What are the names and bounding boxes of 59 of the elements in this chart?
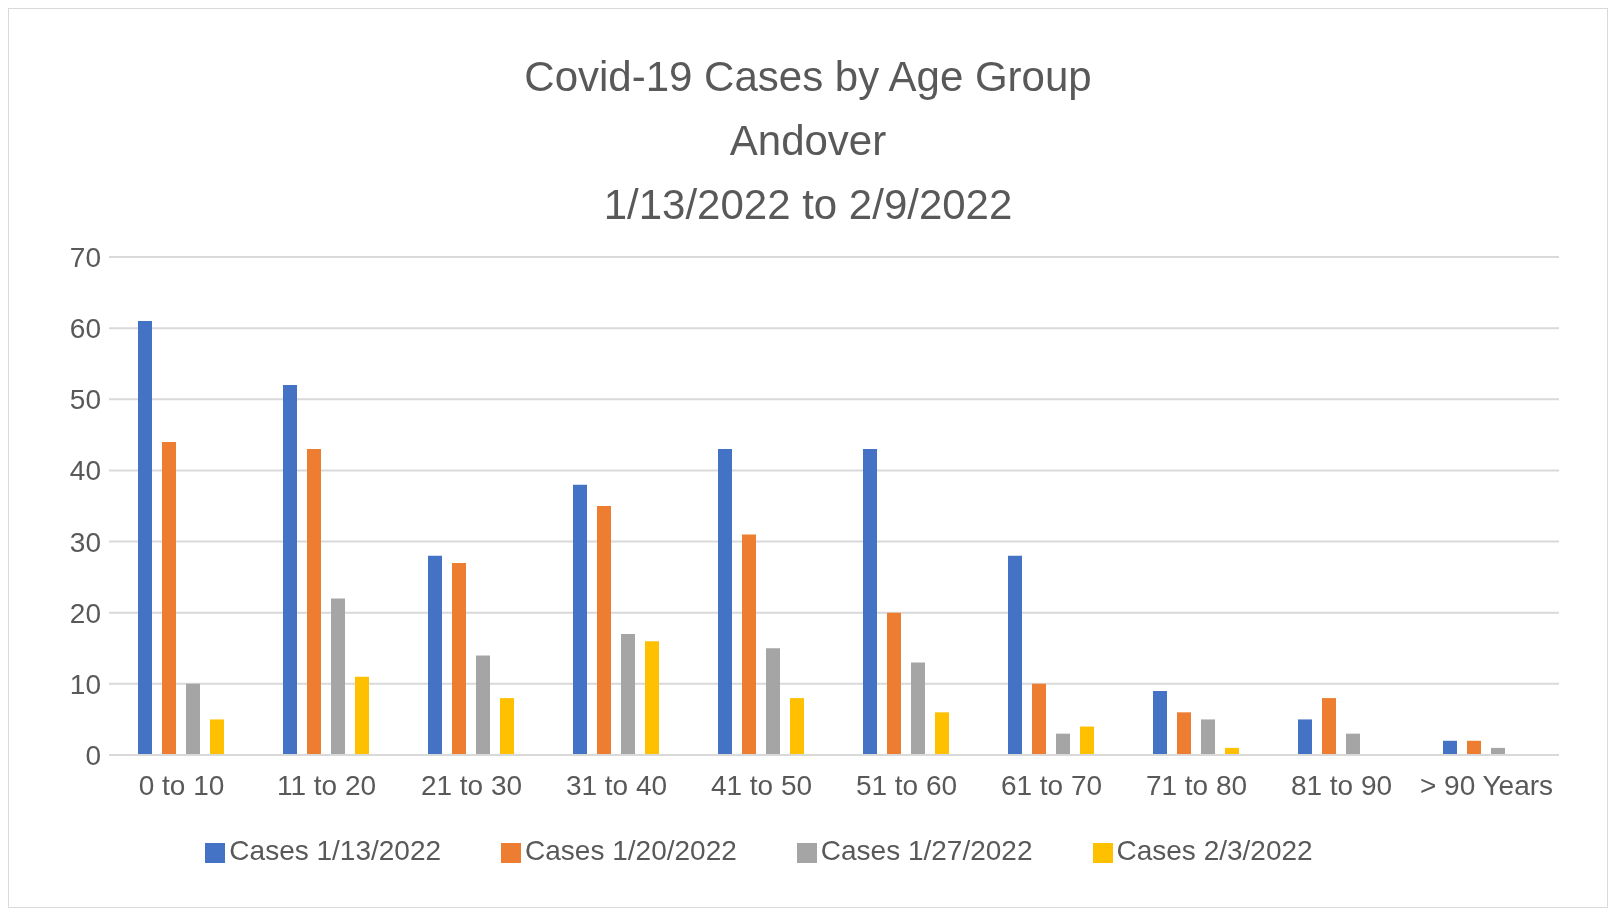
x-tick-label: 61 to 70 — [1000, 769, 1103, 801]
bar — [935, 712, 949, 755]
x-tick-label: 21 to 30 — [420, 769, 523, 801]
y-tick-label: 60 — [69, 313, 101, 345]
bar — [1298, 719, 1312, 755]
bar — [1153, 690, 1167, 755]
bar — [162, 441, 176, 755]
x-tick-label: > 90 Years — [1419, 769, 1554, 801]
x-tick-label: 31 to 40 — [565, 769, 668, 801]
y-tick-label: 10 — [69, 668, 101, 700]
x-tick-label: 11 to 20 — [276, 769, 377, 801]
y-tick-label: 30 — [69, 526, 101, 558]
bar — [1346, 733, 1360, 755]
bar — [621, 634, 635, 755]
bar — [1032, 683, 1046, 755]
x-tick-label: 0 to 10 — [138, 769, 225, 801]
bar — [766, 648, 780, 755]
bar — [186, 683, 200, 755]
chart-title: Covid-19 Cases by Age Group Andover 1/13/2022 to 2/9/2022 — [523, 52, 1093, 230]
bar — [1201, 719, 1215, 755]
bar — [742, 534, 756, 755]
bar — [500, 698, 514, 755]
y-tick-label: 20 — [69, 597, 101, 629]
y-tick-label: 50 — [69, 384, 101, 416]
bar — [1056, 733, 1070, 755]
bar — [452, 562, 466, 755]
bar — [283, 385, 297, 755]
bar — [138, 321, 152, 755]
y-tick-label: 40 — [69, 455, 101, 487]
bar — [573, 484, 587, 755]
bar — [645, 641, 659, 755]
bar — [887, 612, 901, 755]
bar — [911, 662, 925, 755]
bar — [355, 676, 369, 755]
bar — [1008, 555, 1022, 755]
bar — [428, 555, 442, 755]
bar — [1322, 698, 1336, 755]
bar — [1080, 726, 1094, 755]
legend-label: Cases 1/27/2022 — [820, 835, 1033, 866]
bar — [476, 655, 490, 755]
bar — [210, 719, 224, 755]
legend-label: Cases 2/3/2022 — [1116, 835, 1313, 866]
y-tick-label: 0 — [85, 739, 101, 771]
bar — [1177, 712, 1191, 755]
bar — [597, 506, 611, 755]
bar — [863, 449, 877, 755]
y-tick-label: 70 — [69, 241, 101, 273]
legend-label: Cases 1/20/2022 — [525, 835, 737, 866]
x-tick-label: 41 to 50 — [710, 769, 813, 801]
x-tick-label: 71 to 80 — [1145, 769, 1248, 801]
bar — [307, 449, 321, 755]
bar — [1443, 740, 1457, 755]
x-tick-label: 51 to 60 — [855, 769, 958, 801]
bar — [331, 598, 345, 755]
bar — [790, 698, 804, 755]
legend-label: Cases 1/13/2022 — [229, 835, 442, 866]
x-tick-label: 81 to 90 — [1290, 769, 1393, 801]
bar — [1467, 740, 1481, 755]
bar — [718, 449, 732, 755]
